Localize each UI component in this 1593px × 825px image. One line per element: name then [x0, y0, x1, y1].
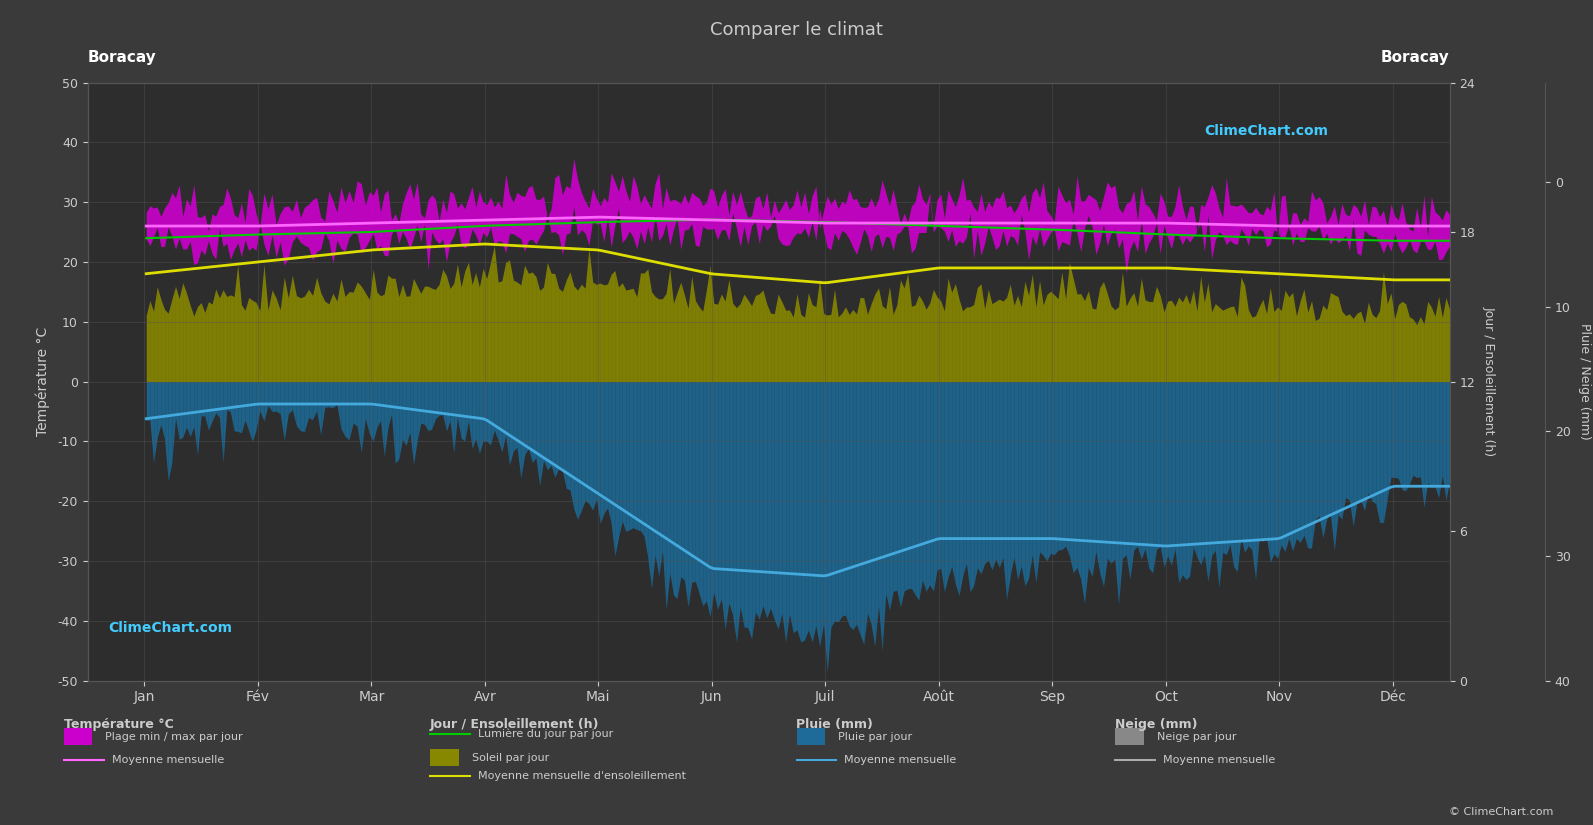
Y-axis label: Jour / Ensoleillement (h): Jour / Ensoleillement (h): [1483, 307, 1496, 456]
Text: Pluie (mm): Pluie (mm): [796, 718, 873, 731]
Text: Plage min / max par jour: Plage min / max par jour: [105, 732, 242, 742]
Text: Pluie par jour: Pluie par jour: [838, 732, 913, 742]
Text: Moyenne mensuelle d'ensoleillement: Moyenne mensuelle d'ensoleillement: [478, 771, 687, 780]
Text: Soleil par jour: Soleil par jour: [472, 752, 548, 762]
Text: Neige (mm): Neige (mm): [1115, 718, 1198, 731]
Text: Jour / Ensoleillement (h): Jour / Ensoleillement (h): [430, 718, 599, 731]
Text: Comparer le climat: Comparer le climat: [710, 21, 883, 39]
Text: Boracay: Boracay: [88, 50, 156, 64]
Text: ClimeChart.com: ClimeChart.com: [108, 620, 233, 634]
Text: Moyenne mensuelle: Moyenne mensuelle: [844, 755, 956, 765]
Text: Moyenne mensuelle: Moyenne mensuelle: [1163, 755, 1274, 765]
Text: Boracay: Boracay: [1381, 50, 1450, 64]
Y-axis label: Pluie / Neige (mm): Pluie / Neige (mm): [1579, 323, 1591, 440]
Y-axis label: Température °C: Température °C: [37, 327, 51, 436]
Text: Moyenne mensuelle: Moyenne mensuelle: [112, 755, 223, 765]
Text: Température °C: Température °C: [64, 718, 174, 731]
Text: © ClimeChart.com: © ClimeChart.com: [1448, 807, 1553, 817]
Text: Lumière du jour par jour: Lumière du jour par jour: [478, 728, 613, 739]
Text: Neige par jour: Neige par jour: [1157, 732, 1236, 742]
Text: ClimeChart.com: ClimeChart.com: [1204, 125, 1329, 139]
